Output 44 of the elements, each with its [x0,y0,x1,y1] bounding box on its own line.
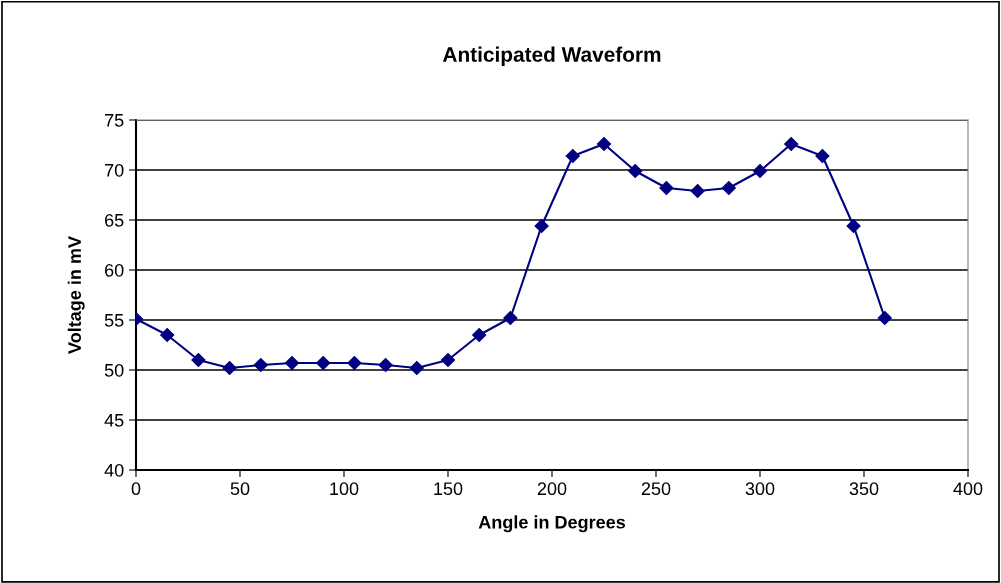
point [752,163,768,179]
x-tick-label: 50 [230,482,250,496]
point [721,180,736,196]
y-axis-title: Voltage in mV [67,236,85,354]
chart-title: Anticipated Waveform [442,46,661,66]
point [253,357,268,373]
y-tick-label: 40 [104,463,124,477]
point [378,357,393,373]
x-tick-label: 150 [434,482,463,496]
x-tick-label: 350 [849,482,879,496]
point [472,327,487,343]
point [503,310,518,326]
y-tick-label: 50 [104,363,124,377]
x-tick-label: 300 [745,482,775,496]
point [409,360,424,376]
point [877,310,892,326]
y-tick-label: 75 [105,114,124,127]
point [846,218,861,234]
y-tick-label: 60 [105,263,124,277]
x-tick-label: 0 [131,482,141,496]
point [534,218,549,234]
point [284,355,300,371]
point [815,148,830,164]
y-tick-label: 45 [104,414,124,427]
x-tick-label: 100 [330,482,359,496]
point [659,180,674,196]
point [440,352,456,368]
x-tick-label: 250 [641,482,671,496]
point [347,355,362,371]
x-tick-label: 400 [953,482,983,496]
point [596,136,612,152]
point [565,148,580,164]
point [628,163,643,179]
y-tick-label: 70 [105,163,124,177]
x-axis-title: Angle in Degrees [478,515,626,533]
point [690,183,705,199]
point [160,327,175,343]
point [316,355,331,371]
y-tick-label: 55 [104,314,124,327]
point [784,136,799,152]
x-tick-label: 200 [537,482,567,496]
point [191,352,206,368]
y-tick-label: 65 [105,213,124,227]
point [222,360,237,376]
